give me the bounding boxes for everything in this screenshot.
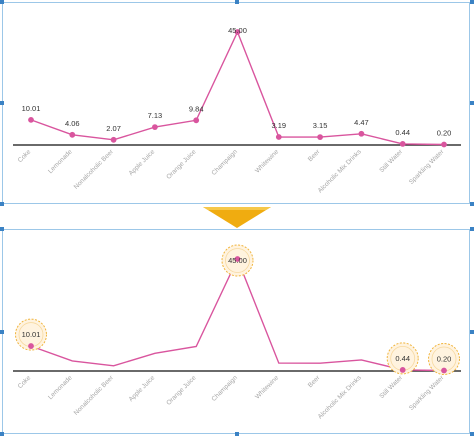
data-point [399,367,406,373]
category-tick-label: Coke [17,148,33,164]
data-point [69,131,76,138]
highlight-inner-ring [225,248,250,273]
category-tick-label: Beer [307,148,322,163]
category-tick-label: Alcoholic Mix Drinks [317,374,364,421]
bottom-line-chart: 10.01 Coke Lemonade Nonalcoholic Beer Apple … [13,244,461,421]
data-label: 45.00 [228,256,247,265]
data-point [152,124,158,130]
resize-handle[interactable] [470,101,474,105]
category-tick-label: Nonalcoholic Beer [73,374,116,417]
category-tick-label: Still Water [378,148,404,174]
category-tick-label: Whitewine [254,374,280,400]
bottom-chart-panel: 10.01 Coke Lemonade Nonalcoholic Beer Apple … [2,229,470,434]
category-tick-label: Lemonade [47,374,74,401]
resize-handle[interactable] [470,0,474,4]
resize-handle[interactable] [470,202,474,206]
category-tick-label: Alcoholic Mix Drinks [317,148,364,195]
data-label: 7.13 [148,111,163,120]
data-point [441,367,447,374]
transition-arrow [200,205,274,229]
data-point [275,134,282,140]
data-label: 2.07 [106,124,121,133]
data-point [193,117,200,124]
category-tick-label: Sparkling Water [408,148,446,186]
category-tick-label: Whitewine [254,148,280,174]
category-tick-label: Apple Juice [128,148,157,177]
resize-handle[interactable] [0,101,4,105]
category-tick-label: Apple Juice [128,374,157,403]
data-point [358,130,365,137]
data-point [399,140,406,147]
category-tick-label: Lemonade [47,148,74,175]
data-label: 10.01 [22,330,41,339]
data-label: 45.00 [228,26,247,35]
resize-handle[interactable] [0,330,4,334]
data-point [317,134,323,140]
category-tick-label: Orange Juice [165,148,198,181]
data-point [234,29,241,35]
data-label: 0.20 [437,128,452,137]
data-label: 3.15 [313,121,328,130]
category-tick-label: Beer [307,374,322,389]
resize-handle[interactable] [0,0,4,4]
highlight-ring [15,318,47,351]
resize-handle[interactable] [0,202,4,206]
data-label: 0.44 [395,354,410,363]
category-tick-label: Sparkling Water [408,374,446,412]
data-label: 3.19 [271,121,286,130]
resize-handle[interactable] [0,432,4,436]
data-point [441,141,447,148]
resize-handle[interactable] [235,0,239,4]
top-chart-panel: 10.01 Coke 4.06 Lemonade 2.07 Nonalcoholic Be… [2,2,470,204]
resize-handle[interactable] [235,432,239,436]
category-tick-label: Still Water [378,374,404,400]
data-point [110,136,117,143]
category-tick-label: Champaign [210,148,239,177]
series-line [30,30,445,146]
resize-handle[interactable] [470,227,474,231]
category-tick-label: Coke [17,374,33,390]
highlight-ring [428,343,460,376]
top-line-chart: 10.01 Coke 4.06 Lemonade 2.07 Nonalcoholic Be… [13,26,461,195]
data-point [28,116,34,123]
data-point [28,343,34,349]
data-label: 9.84 [189,104,204,113]
data-label: 4.47 [354,118,369,127]
resize-handle[interactable] [0,227,4,231]
resize-handle[interactable] [470,432,474,436]
resize-handle[interactable] [470,330,474,334]
highlight-ring [386,342,419,375]
data-label: 4.06 [65,119,80,128]
data-label: 0.44 [395,128,410,137]
category-tick-label: Nonalcoholic Beer [73,148,116,191]
data-label: 10.01 [22,104,41,113]
data-point [234,256,241,262]
category-tick-label: Orange Juice [165,374,198,407]
data-label: 0.20 [437,355,452,364]
category-tick-label: Champaign [210,374,239,403]
